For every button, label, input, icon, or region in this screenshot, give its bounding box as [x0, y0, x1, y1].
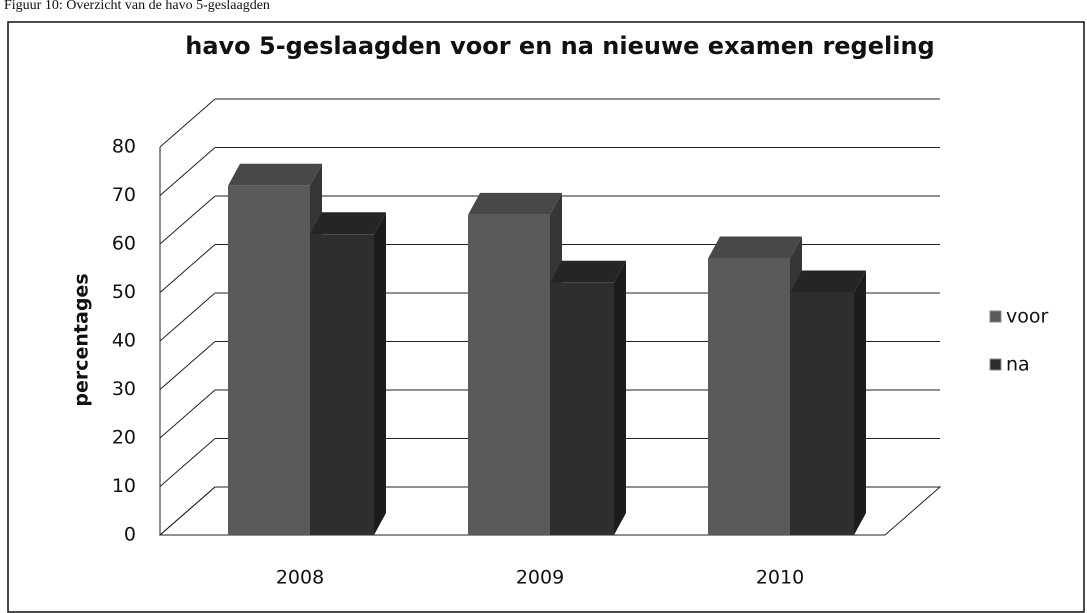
grid-line — [159, 98, 216, 148]
grid-line — [159, 486, 216, 536]
y-tick-label: 40 — [112, 330, 136, 352]
y-tick-label: 10 — [112, 475, 136, 497]
legend-label: na — [1006, 354, 1030, 376]
bar — [310, 234, 374, 536]
grid-line — [159, 438, 216, 487]
chart-title: havo 5-geslaagden voor en na nieuwe exam… — [185, 32, 934, 60]
grid-line — [159, 341, 216, 390]
bar-side — [854, 270, 866, 535]
legend-label: voor — [1006, 306, 1048, 328]
y-tick-label: 0 — [124, 524, 136, 546]
grid-line — [159, 244, 216, 293]
bar-top — [708, 236, 802, 259]
legend-swatch — [989, 310, 1002, 323]
bar-side — [614, 260, 626, 535]
grid-line — [159, 292, 216, 342]
y-axis-label: percentages — [71, 273, 93, 406]
bar — [708, 258, 790, 535]
y-tick-label: 80 — [112, 136, 136, 158]
grid-line — [159, 147, 216, 196]
bar — [790, 292, 854, 535]
x-tick-label: 2010 — [756, 567, 804, 589]
bar — [228, 185, 310, 536]
caption: Figuur 10: Overzicht van de havo 5-gesla… — [4, 0, 270, 13]
bar-top — [790, 270, 866, 293]
y-tick-label: 50 — [112, 281, 136, 303]
grid-line — [159, 389, 216, 439]
x-tick-label: 2009 — [516, 567, 564, 589]
bar — [468, 214, 550, 535]
y-tick-label: 20 — [112, 427, 136, 449]
bar-top — [228, 163, 322, 186]
y-tick-label: 70 — [112, 184, 136, 206]
bar — [550, 282, 614, 535]
grid-line — [159, 195, 216, 245]
y-tick-label: 30 — [112, 378, 136, 400]
legend-swatch — [989, 358, 1002, 371]
bar-top — [310, 212, 386, 235]
x-tick-label: 2008 — [276, 567, 324, 589]
y-tick-label: 60 — [112, 233, 136, 255]
bar-side — [374, 212, 386, 536]
bar-top — [550, 260, 626, 283]
bar-top — [468, 192, 562, 215]
